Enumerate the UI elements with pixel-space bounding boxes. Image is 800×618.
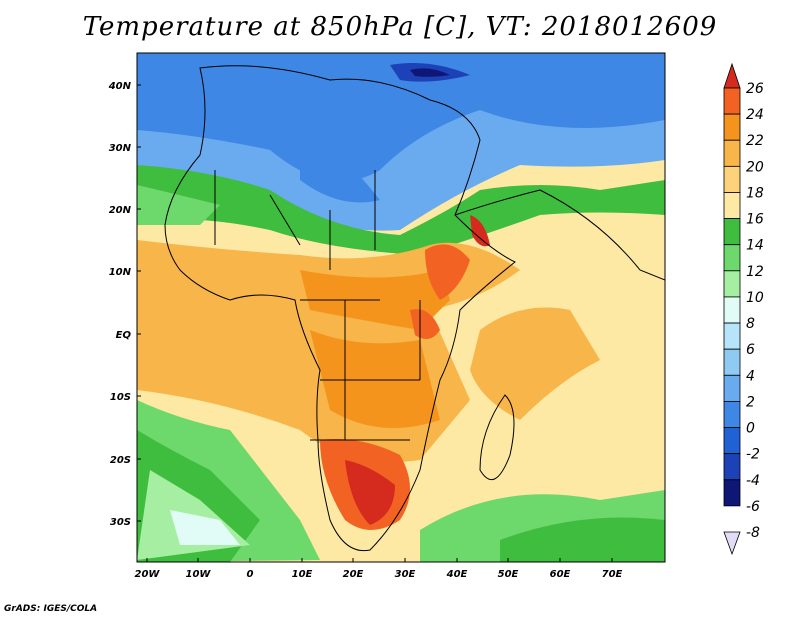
lon-label: 20W — [135, 569, 161, 580]
africa-coastline — [164, 65, 516, 552]
colorbar-label: 18 — [746, 185, 764, 201]
colorbar-swatch — [723, 165, 741, 193]
temperature-field — [137, 53, 665, 562]
coastlines — [164, 65, 665, 552]
congo-fill — [310, 330, 440, 428]
lat-label: 10N — [109, 267, 132, 278]
mediterranean-fill — [137, 53, 665, 182]
colorbar-label: 22 — [746, 133, 764, 149]
lon-label: 10E — [292, 569, 313, 580]
sahel-band-fill — [137, 165, 665, 255]
lat-label: 20N — [109, 205, 132, 216]
lon-label: 30E — [395, 569, 416, 580]
colorbar-label: 6 — [746, 342, 755, 358]
south-indian-green-fill — [500, 517, 665, 562]
colorbar-swatch — [723, 244, 741, 272]
lat-label: 40N — [108, 81, 132, 92]
colorbar-swatch — [723, 401, 741, 428]
colorbar-label: 4 — [746, 368, 755, 384]
lon-label: 40E — [446, 569, 468, 580]
colorbar-swatch — [723, 427, 741, 455]
lat-label: 20S — [110, 455, 131, 466]
colorbar-label: 8 — [746, 316, 755, 332]
colorbar-swatch — [723, 270, 741, 298]
colorbar-label: 16 — [746, 212, 764, 228]
colorbar-swatch — [723, 348, 741, 376]
lon-label: 20E — [343, 569, 364, 580]
colorbar-label: -4 — [746, 473, 760, 489]
colorbar-swatch — [723, 192, 741, 219]
lat-label: 30S — [110, 517, 131, 528]
colorbar-swatch — [723, 322, 741, 350]
lat-label: EQ — [116, 330, 132, 341]
lat-label: 30N — [109, 143, 132, 154]
arabia-outline — [454, 189, 665, 281]
colorbar-swatch — [723, 296, 741, 324]
black-sea-dark-fill — [410, 68, 450, 77]
plot-frame — [136, 52, 666, 563]
colorbar-swatch — [723, 531, 741, 556]
colorbar-swatch — [723, 87, 741, 115]
colorbar-label: 10 — [746, 290, 764, 306]
sahara-cold-fill — [300, 120, 380, 203]
colorbar-swatch — [723, 479, 741, 507]
colorbar-swatch — [723, 453, 741, 481]
lon-label: 50E — [498, 569, 519, 580]
colorbar-label: -2 — [746, 447, 760, 463]
colorbar-label: 0 — [746, 421, 755, 437]
longitude-labels: 20W 10W 0 10E 20E 30E 40E 50E 60E 70E — [135, 569, 623, 580]
colorbar-swatch — [723, 218, 741, 246]
colorbar-label: -6 — [746, 499, 760, 515]
colorbar-label: 12 — [746, 264, 764, 280]
lon-label: 0 — [247, 569, 254, 580]
colorbar-label: 14 — [746, 238, 764, 254]
country-borders — [214, 170, 421, 441]
kalahari-hot-fill — [345, 460, 395, 525]
lon-label: 10W — [186, 569, 212, 580]
indian-ocean-warm-fill — [470, 307, 600, 420]
madagascar-outline — [479, 394, 515, 481]
colorbar-label: -8 — [746, 525, 760, 541]
grads-credit: GrADS: IGES/COLA — [4, 604, 98, 614]
colorbar-swatch — [723, 374, 741, 402]
western-sahel-fill — [137, 185, 220, 225]
colorbar-label: 2 — [746, 394, 755, 410]
lakes-hot-fill — [410, 309, 440, 339]
map-title: Temperature at 850hPa [C], VT: 201801260… — [82, 12, 718, 42]
tick-marks — [137, 84, 613, 562]
ethiopia-hot-fill — [425, 244, 470, 300]
lon-label: 60E — [550, 569, 571, 580]
colorbar-swatch — [723, 139, 741, 167]
colorbar-swatch — [723, 113, 741, 141]
red-sea-hot-fill — [470, 215, 490, 247]
latitude-labels: 40N 30N 20N 10N EQ 10S 20S 30S — [108, 81, 132, 528]
colorbar-label: 26 — [746, 81, 764, 97]
lat-label: 10S — [110, 392, 131, 403]
colorbar-label: 24 — [746, 107, 764, 123]
lon-label: 70E — [602, 569, 623, 580]
colorbar-label: 20 — [746, 159, 764, 175]
colorbar-swatch — [723, 62, 741, 89]
south-atlantic-cyan-fill — [170, 510, 240, 545]
